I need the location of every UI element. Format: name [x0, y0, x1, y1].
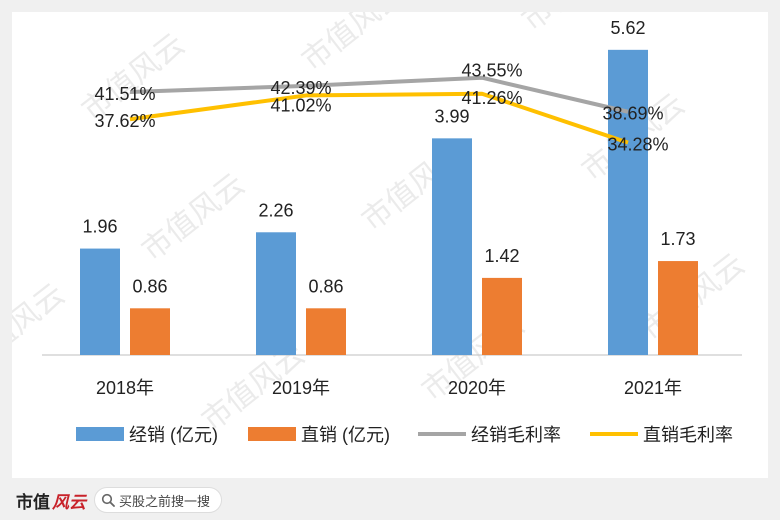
bar-distribution-label: 1.96: [82, 217, 117, 237]
bar-distribution: [432, 138, 472, 355]
lines-layer: [129, 75, 629, 145]
line-direct-margin-label: 41.26%: [461, 88, 522, 108]
labels-layer: 1.96 2.26 3.99 5.62 0.86 0.86 1.42 1.73 41.51% 42…: [82, 18, 695, 296]
bar-direct-label: 1.42: [484, 246, 519, 266]
line-distribution-margin-label: 41.51%: [94, 84, 155, 104]
footer-bar: 市值 风云 买股之前搜一搜: [0, 480, 780, 520]
line-distribution-margin-label: 43.55%: [461, 61, 522, 81]
line-direct-margin: [129, 91, 629, 145]
bar-distribution: [80, 248, 120, 355]
brand-text: 市值: [16, 492, 50, 513]
line-direct-margin-label: 37.62%: [94, 111, 155, 131]
legend-label: 直销 (亿元): [301, 425, 390, 445]
x-tick-label: 2020年: [448, 378, 506, 398]
legend-label: 经销 (亿元): [129, 425, 218, 445]
line-distribution-margin-label: 42.39%: [270, 78, 331, 98]
bar-distribution: [256, 232, 296, 355]
bar-direct-label: 0.86: [308, 276, 343, 296]
chart: 市值风云市值风云市值风云市值风云市值风云市值风云市值风云市值风云市值风云市值风云…: [12, 12, 751, 445]
bar-direct: [130, 308, 170, 355]
bar-distribution-label: 5.62: [610, 18, 645, 38]
search-icon: [101, 493, 115, 507]
ticks-layer: 2018年 2019年 2020年 2021年: [96, 378, 682, 398]
bar-direct-label: 1.73: [660, 229, 695, 249]
x-tick-label: 2019年: [272, 378, 330, 398]
line-direct-margin-label: 41.02%: [270, 95, 331, 115]
watermark-text: 市值风云: [296, 12, 411, 78]
bar-distribution: [608, 49, 648, 356]
bar-direct: [658, 261, 698, 355]
search-placeholder: 买股之前搜一搜: [119, 493, 211, 509]
legend-swatch: [248, 427, 296, 441]
watermark-text: 市值风云: [12, 278, 71, 378]
legend: 经销 (亿元) 直销 (亿元) 经销毛利率 直销毛利率: [76, 425, 733, 445]
x-tick-label: 2018年: [96, 378, 154, 398]
watermark-text: 市值风云: [136, 168, 251, 268]
line-distribution-margin-label: 38.69%: [602, 104, 663, 124]
bar-direct-label: 0.86: [132, 276, 167, 296]
bars-layer: [80, 49, 698, 356]
brand-script: 风云: [52, 492, 86, 513]
bar-distribution-label: 2.26: [258, 200, 293, 220]
x-tick-label: 2021年: [624, 378, 682, 398]
legend-swatch: [76, 427, 124, 441]
line-direct-margin-label: 34.28%: [607, 135, 668, 155]
line-distribution-margin: [129, 75, 629, 114]
brand-logo: 市值 风云: [16, 488, 86, 513]
bar-distribution-label: 3.99: [434, 106, 469, 126]
bar-direct: [482, 277, 522, 355]
legend-label: 经销毛利率: [471, 425, 561, 445]
chart-frame: 市值风云市值风云市值风云市值风云市值风云市值风云市值风云市值风云市值风云市值风云…: [12, 12, 768, 478]
bar-direct: [306, 308, 346, 355]
legend-label: 直销毛利率: [643, 425, 733, 445]
search-box[interactable]: 买股之前搜一搜: [94, 487, 222, 513]
